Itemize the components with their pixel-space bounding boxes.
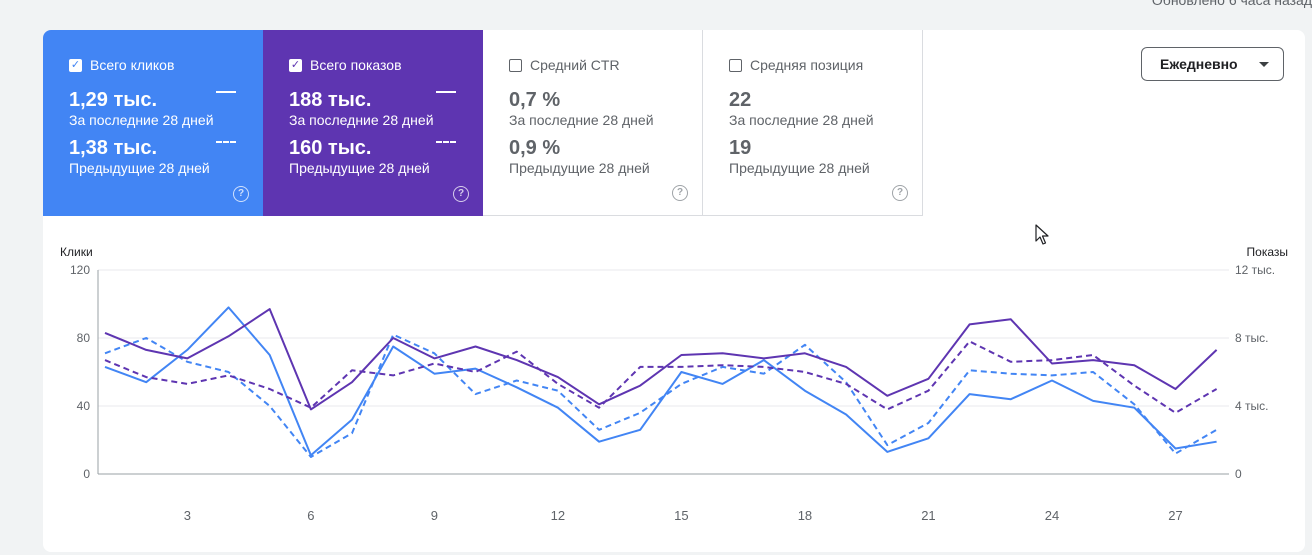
x-tick-label: 18 (798, 508, 812, 523)
metric-total-impressions[interactable]: ✓ Всего показов 188 тыс. За последние 28… (263, 30, 483, 216)
x-tick-label: 24 (1045, 508, 1059, 523)
y-right-tick-label: 0 (1235, 467, 1242, 481)
solid-line-legend-icon (436, 91, 456, 93)
metric-prev-period: Предыдущие 28 дней (509, 160, 650, 176)
metric-value: 22 (729, 89, 752, 111)
series-line-clicks-previous (104, 333, 1218, 458)
y-right-tick-label: 8 тыс. (1235, 331, 1268, 345)
x-tick-label: 3 (184, 508, 191, 523)
x-tick-label: 9 (431, 508, 438, 523)
metric-label: Всего кликов (90, 57, 175, 73)
x-tick-label: 27 (1168, 508, 1182, 523)
checkbox-unchecked-icon[interactable] (729, 58, 742, 72)
help-icon[interactable]: ? (672, 185, 688, 201)
dashed-line-legend-icon (216, 141, 236, 143)
series-line-clicks-current (104, 306, 1217, 457)
metric-label: Средняя позиция (750, 57, 864, 73)
checkbox-unchecked-icon[interactable] (509, 58, 522, 72)
metric-period: За последние 28 дней (289, 112, 434, 128)
y-right-axis-title: Показы (1247, 245, 1288, 259)
checkbox-checked-icon[interactable]: ✓ (289, 58, 302, 72)
metric-prev-period: Предыдущие 28 дней (729, 160, 870, 176)
y-right-tick-label: 12 тыс. (1235, 263, 1275, 277)
series-line-impressions-current (104, 308, 1218, 411)
x-tick-label: 15 (674, 508, 688, 523)
metric-prev-value: 160 тыс. (289, 137, 372, 159)
metric-value: 1,29 тыс. (69, 89, 158, 111)
y-left-tick-label: 40 (77, 399, 91, 413)
dashed-line-legend-icon (436, 141, 456, 143)
caret-down-icon (1259, 62, 1269, 67)
solid-line-legend-icon (216, 91, 236, 93)
metric-period: За последние 28 дней (729, 112, 874, 128)
x-tick-label: 6 (307, 508, 314, 523)
series-line-impressions-previous (104, 340, 1218, 414)
checkbox-checked-icon[interactable]: ✓ (69, 58, 82, 72)
x-tick-label: 12 (551, 508, 565, 523)
performance-chart: 0 40 80 120 0 4 тыс. 8 тыс. 12 тыс. Клики Показы 3… (43, 230, 1305, 552)
performance-card: ✓ Всего кликов 1,29 тыс. За последние 28… (43, 30, 1305, 552)
help-icon[interactable]: ? (892, 185, 908, 201)
chart-svg: 0 40 80 120 0 4 тыс. 8 тыс. 12 тыс. Клики Показы 3… (60, 245, 1288, 523)
metric-label: Всего показов (310, 57, 402, 73)
metric-period: За последние 28 дней (69, 112, 214, 128)
y-right-tick-label: 4 тыс. (1235, 399, 1268, 413)
last-updated-note: Обновлено 6 часа назад (1151, 0, 1312, 8)
help-icon[interactable]: ? (233, 186, 249, 202)
metric-average-ctr[interactable]: Средний CTR 0,7 % За последние 28 дней 0… (483, 30, 703, 216)
y-left-tick-label: 0 (83, 467, 90, 481)
x-tick-label: 21 (921, 508, 935, 523)
metric-total-clicks[interactable]: ✓ Всего кликов 1,29 тыс. За последние 28… (43, 30, 263, 216)
metric-prev-period: Предыдущие 28 дней (69, 160, 210, 176)
y-left-tick-label: 80 (77, 331, 91, 345)
metric-average-position[interactable]: Средняя позиция 22 За последние 28 дней … (703, 30, 923, 216)
metric-value: 188 тыс. (289, 89, 372, 111)
granularity-dropdown[interactable]: Ежедневно (1141, 47, 1284, 81)
granularity-selected: Ежедневно (1160, 56, 1238, 72)
metric-period: За последние 28 дней (509, 112, 654, 128)
metric-prev-value: 1,38 тыс. (69, 137, 158, 159)
metric-label: Средний CTR (530, 57, 620, 73)
y-left-axis-title: Клики (60, 245, 93, 259)
metric-prev-value: 0,9 % (509, 137, 561, 159)
help-icon[interactable]: ? (453, 186, 469, 202)
metric-value: 0,7 % (509, 89, 561, 111)
metric-prev-value: 19 (729, 137, 752, 159)
mouse-cursor-icon (1035, 224, 1049, 245)
metric-prev-period: Предыдущие 28 дней (289, 160, 430, 176)
y-left-tick-label: 120 (70, 263, 90, 277)
